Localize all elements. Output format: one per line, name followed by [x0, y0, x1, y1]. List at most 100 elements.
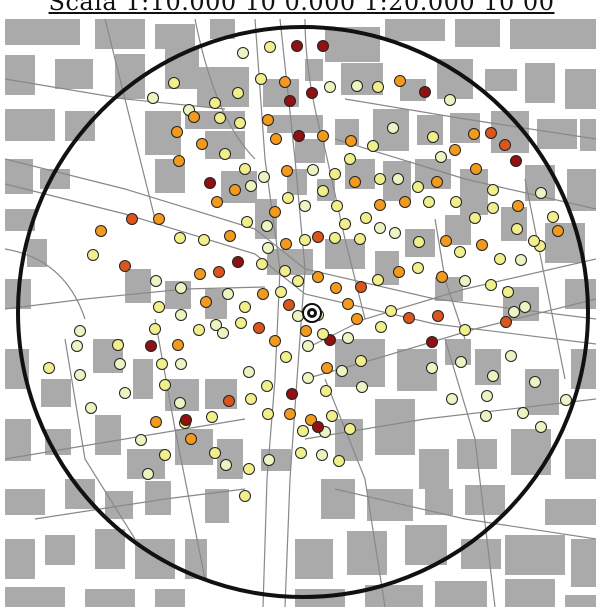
measurement-point[interactable] [427, 131, 439, 143]
measurement-point[interactable] [494, 253, 506, 265]
measurement-point[interactable] [159, 449, 171, 461]
measurement-point[interactable] [317, 328, 329, 340]
measurement-point[interactable] [171, 126, 183, 138]
measurement-point[interactable] [455, 356, 467, 368]
measurement-point[interactable] [403, 312, 415, 324]
measurement-point[interactable] [262, 242, 274, 254]
measurement-point[interactable] [180, 414, 192, 426]
measurement-point[interactable] [299, 200, 311, 212]
measurement-point[interactable] [329, 232, 341, 244]
measurement-point[interactable] [459, 324, 471, 336]
measurement-point[interactable] [232, 256, 244, 268]
measurement-point[interactable] [262, 114, 274, 126]
measurement-point[interactable] [145, 340, 157, 352]
measurement-point[interactable] [435, 151, 447, 163]
measurement-point[interactable] [175, 282, 187, 294]
map-canvas[interactable] [5, 19, 596, 607]
measurement-point[interactable] [510, 155, 522, 167]
measurement-point[interactable] [219, 148, 231, 160]
measurement-point[interactable] [423, 196, 435, 208]
measurement-point[interactable] [307, 164, 319, 176]
measurement-point[interactable] [119, 260, 131, 272]
measurement-point[interactable] [261, 380, 273, 392]
measurement-point[interactable] [74, 369, 86, 381]
measurement-point[interactable] [245, 180, 257, 192]
measurement-point[interactable] [264, 41, 276, 53]
measurement-point[interactable] [142, 468, 154, 480]
measurement-point[interactable] [529, 376, 541, 388]
measurement-point[interactable] [552, 225, 564, 237]
measurement-point[interactable] [432, 310, 444, 322]
measurement-point[interactable] [119, 387, 131, 399]
measurement-point[interactable] [135, 434, 147, 446]
measurement-point[interactable] [312, 231, 324, 243]
measurement-point[interactable] [512, 200, 524, 212]
measurement-point[interactable] [436, 271, 448, 283]
measurement-point[interactable] [147, 92, 159, 104]
measurement-point[interactable] [281, 165, 293, 177]
measurement-point[interactable] [419, 86, 431, 98]
measurement-point[interactable] [355, 355, 367, 367]
measurement-point[interactable] [295, 447, 307, 459]
measurement-point[interactable] [198, 234, 210, 246]
measurement-point[interactable] [372, 274, 384, 286]
measurement-point[interactable] [232, 87, 244, 99]
measurement-point[interactable] [306, 87, 318, 99]
measurement-point[interactable] [449, 144, 461, 156]
measurement-point[interactable] [394, 75, 406, 87]
measurement-point[interactable] [270, 133, 282, 145]
measurement-point[interactable] [269, 335, 281, 347]
measurement-point[interactable] [333, 455, 345, 467]
measurement-point[interactable] [356, 381, 368, 393]
measurement-point[interactable] [499, 139, 511, 151]
measurement-point[interactable] [412, 262, 424, 274]
measurement-point[interactable] [87, 249, 99, 261]
measurement-point[interactable] [211, 196, 223, 208]
measurement-point[interactable] [200, 296, 212, 308]
measurement-point[interactable] [468, 128, 480, 140]
measurement-point[interactable] [535, 187, 547, 199]
measurement-point[interactable] [175, 309, 187, 321]
measurement-point[interactable] [280, 238, 292, 250]
measurement-point[interactable] [291, 40, 303, 52]
measurement-point[interactable] [312, 421, 324, 433]
measurement-point[interactable] [220, 459, 232, 471]
measurement-point[interactable] [172, 339, 184, 351]
measurement-point[interactable] [560, 394, 572, 406]
measurement-point[interactable] [112, 339, 124, 351]
measurement-point[interactable] [320, 385, 332, 397]
measurement-point[interactable] [505, 350, 517, 362]
measurement-point[interactable] [515, 254, 527, 266]
measurement-point[interactable] [222, 288, 234, 300]
measurement-point[interactable] [256, 258, 268, 270]
measurement-point[interactable] [297, 425, 309, 437]
measurement-point[interactable] [399, 196, 411, 208]
measurement-point[interactable] [372, 81, 384, 93]
measurement-point[interactable] [263, 454, 275, 466]
measurement-point[interactable] [213, 266, 225, 278]
measurement-point[interactable] [500, 316, 512, 328]
measurement-point[interactable] [293, 130, 305, 142]
measurement-point[interactable] [355, 281, 367, 293]
measurement-point[interactable] [476, 239, 488, 251]
measurement-point[interactable] [235, 317, 247, 329]
measurement-point[interactable] [210, 319, 222, 331]
measurement-point[interactable] [300, 325, 312, 337]
measurement-point[interactable] [485, 279, 497, 291]
measurement-point[interactable] [168, 77, 180, 89]
measurement-point[interactable] [412, 181, 424, 193]
measurement-point[interactable] [450, 196, 462, 208]
measurement-point[interactable] [342, 298, 354, 310]
measurement-point[interactable] [426, 362, 438, 374]
measurement-point[interactable] [312, 271, 324, 283]
measurement-point[interactable] [214, 112, 226, 124]
measurement-point[interactable] [258, 171, 270, 183]
measurement-point[interactable] [280, 351, 292, 363]
measurement-point[interactable] [209, 447, 221, 459]
measurement-point[interactable] [342, 332, 354, 344]
measurement-point[interactable] [387, 122, 399, 134]
measurement-point[interactable] [413, 236, 425, 248]
measurement-point[interactable] [85, 402, 97, 414]
measurement-point[interactable] [286, 388, 298, 400]
measurement-point[interactable] [74, 325, 86, 337]
